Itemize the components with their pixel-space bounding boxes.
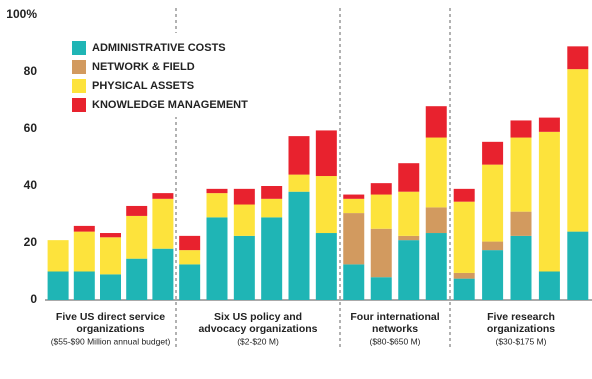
bar-segment [538,271,560,300]
bar-segment [453,201,475,273]
legend-swatch [72,98,86,112]
bar-segment [510,235,532,300]
bar-segment [73,271,95,300]
bar-segment [288,136,310,175]
y-tick-label: 20 [24,235,38,249]
bar-segment [288,191,310,300]
bar-segment [370,228,392,278]
bar-segment [482,141,504,165]
bar-segment [206,188,228,194]
bar-segment [425,106,447,138]
group-label: Four international [350,311,439,323]
bar-segment [510,137,532,212]
bar-segment [425,233,447,300]
bar-segment [567,69,589,232]
bar-segment [343,213,365,265]
legend-box [65,33,267,117]
bar-segment [261,198,283,218]
bar-segment [47,271,69,300]
y-tick-label: 40 [24,178,38,192]
bar-segment [100,233,121,238]
group-note: ($30-$175 M) [495,336,546,346]
bar-segment [538,117,560,132]
bar-segment [343,198,365,214]
bar-segment [206,217,228,300]
group-note: ($55-$90 Million annual budget) [51,336,171,346]
y-tick-label: 80 [24,64,38,78]
bar-segment [398,191,420,236]
group-label: Five US direct service [56,311,165,323]
bar-segment [315,130,337,177]
bar-segment [510,211,532,236]
y-tick-label: 100% [6,7,37,21]
bar-segment [206,193,228,218]
bar-segment [261,186,283,199]
bar-segment [425,207,447,234]
bar-segment [510,120,532,138]
bar-segment [482,241,504,251]
group-label: organizations [76,323,144,335]
legend-label: ADMINISTRATIVE COSTS [92,42,226,54]
group-note: ($2-$20 M) [237,336,279,346]
bar-segment [315,176,337,234]
bar-segment [126,258,148,300]
bar-segment [126,215,148,259]
bar-segment [288,174,310,192]
y-tick-label: 0 [30,292,37,306]
group-label: networks [372,323,418,335]
bar-segment [398,163,420,192]
bar-segment [261,217,283,300]
bar-segment [425,137,447,208]
bar-segment [73,231,95,272]
legend-label: KNOWLEDGE MANAGEMENT [92,99,248,111]
bar-segment [73,225,95,232]
bar-segment [233,235,255,300]
bar-segment [179,235,201,251]
bar-segment [233,204,255,236]
group-note: ($80-$650 M) [369,336,420,346]
legend-swatch [72,41,86,55]
bar-segment [398,235,420,241]
bar-segment [482,250,504,300]
group-label: Six US policy and [214,311,302,323]
legend-swatch [72,60,86,74]
bar-segment [482,164,504,242]
bar-segment [370,277,392,300]
bar-segment [370,183,392,195]
bar-segment [126,205,148,216]
legend-label: PHYSICAL ASSETS [92,80,194,92]
bar-segment [343,264,365,300]
bar-segment [343,194,365,199]
bar-segment [152,248,174,300]
bar-segment [152,198,174,249]
group-label: advocacy organizations [198,323,317,335]
bar-segment [47,240,69,272]
bar-segment [100,237,121,275]
bar-segment [453,272,475,279]
y-tick-label: 60 [24,121,38,135]
bar-segment [370,194,392,229]
bar-segment [453,188,475,202]
group-label: organizations [487,323,555,335]
bar-segment [100,274,121,300]
bar-segment [398,240,420,300]
bar-segment [179,250,201,265]
bar-segment [233,188,255,205]
bar-segment [567,231,589,300]
legend-swatch [72,79,86,93]
bar-segment [567,46,589,70]
bar-segment [315,233,337,300]
bar-segment [152,193,174,199]
group-label: Five research [487,311,555,323]
legend-label: NETWORK & FIELD [92,61,195,73]
bar-segment [538,131,560,272]
bar-segment [179,264,201,300]
bar-segment [453,278,475,300]
